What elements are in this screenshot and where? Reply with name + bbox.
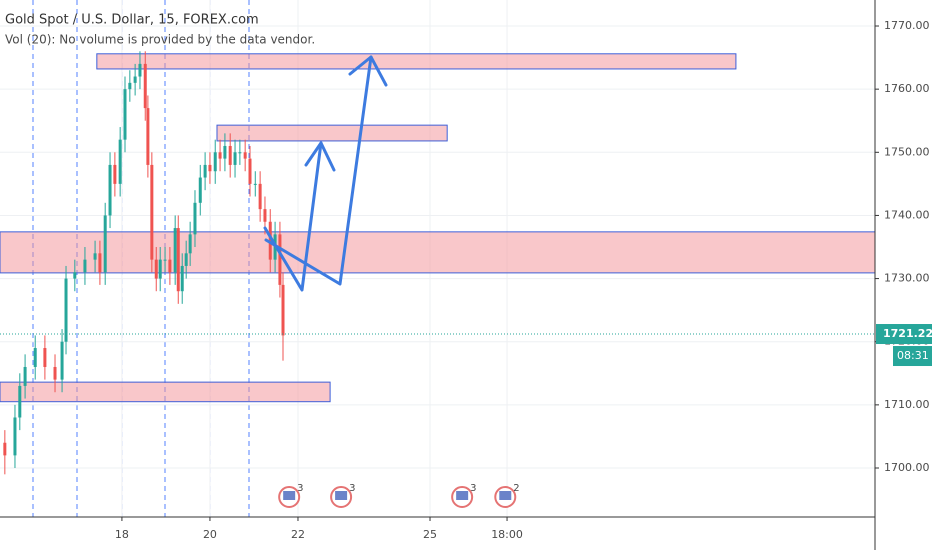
event-count: 3 bbox=[349, 483, 355, 494]
last-price-label: 1721.22 bbox=[883, 327, 932, 340]
candle-body bbox=[3, 442, 7, 456]
candle-body bbox=[123, 89, 127, 140]
candle-body bbox=[128, 82, 132, 90]
y-tick-label: 1750.00 bbox=[884, 145, 930, 158]
candle-body bbox=[163, 259, 167, 261]
candle-body bbox=[281, 284, 285, 336]
x-tick-label: 18 bbox=[115, 528, 129, 541]
candle-body bbox=[158, 259, 162, 279]
candle-body bbox=[13, 417, 17, 456]
arrow-head bbox=[304, 141, 336, 172]
arrow bbox=[263, 141, 323, 292]
y-tick-label: 1710.00 bbox=[884, 398, 930, 411]
axes: 1700.001710.001720.001730.001740.001750.… bbox=[0, 19, 932, 541]
candle-body bbox=[33, 348, 37, 367]
event-count: 3 bbox=[297, 483, 303, 494]
candle-body bbox=[143, 63, 147, 109]
candle-body bbox=[98, 253, 102, 273]
x-tick-label: 22 bbox=[291, 528, 305, 541]
y-tick-label: 1700.00 bbox=[884, 461, 930, 474]
x-tick-label: 20 bbox=[203, 528, 217, 541]
candle-body bbox=[223, 145, 227, 159]
candle-body bbox=[93, 253, 97, 260]
arrow bbox=[264, 55, 373, 286]
candle-body bbox=[278, 234, 282, 285]
chart-title: Gold Spot / U.S. Dollar, 15, FOREX.com bbox=[5, 13, 259, 28]
event-flag bbox=[283, 491, 296, 500]
candle-body bbox=[64, 278, 68, 342]
arrow-head bbox=[348, 55, 388, 87]
event-flag bbox=[456, 491, 469, 500]
y-tick-label: 1770.00 bbox=[884, 19, 930, 32]
candle-body bbox=[118, 139, 122, 184]
event-flag bbox=[499, 491, 512, 500]
candle-body bbox=[176, 228, 180, 292]
candle-body bbox=[184, 253, 188, 266]
candle-body bbox=[108, 164, 112, 216]
candle-body bbox=[146, 108, 150, 165]
candle-body bbox=[173, 228, 177, 273]
candle-body bbox=[113, 164, 117, 184]
candle-body bbox=[188, 234, 192, 254]
candle-body bbox=[193, 202, 197, 235]
y-tick-label: 1730.00 bbox=[884, 272, 930, 285]
candle-body bbox=[53, 366, 57, 380]
candle-body bbox=[208, 164, 212, 172]
last-price-box bbox=[876, 324, 932, 345]
event-count: 2 bbox=[513, 483, 519, 494]
candle-body bbox=[228, 145, 232, 165]
zone bbox=[0, 231, 876, 274]
chart-subtitle: Vol (20): No volume is provided by the d… bbox=[5, 33, 315, 47]
event-flag bbox=[335, 491, 348, 500]
candle-body bbox=[83, 259, 87, 273]
candle-body bbox=[18, 385, 22, 418]
candle-body bbox=[154, 259, 158, 279]
candle-body bbox=[263, 209, 267, 222]
countdown-label: 08:31 bbox=[897, 349, 929, 362]
candle-body bbox=[243, 152, 247, 159]
candle-body bbox=[233, 152, 237, 165]
x-tick-label: 25 bbox=[423, 528, 437, 541]
candles bbox=[3, 51, 285, 475]
candle-body bbox=[168, 259, 172, 273]
zones bbox=[0, 53, 876, 403]
zone bbox=[0, 381, 331, 403]
candle-body bbox=[253, 183, 257, 185]
candle-body bbox=[43, 348, 47, 367]
candle-body bbox=[218, 152, 222, 159]
candle-body bbox=[203, 164, 207, 178]
candle-body bbox=[258, 183, 262, 210]
candle-body bbox=[248, 158, 252, 184]
events: 3 3 3 2 bbox=[278, 483, 520, 508]
candle-body bbox=[198, 177, 202, 203]
candle-body bbox=[133, 76, 137, 83]
candle-body bbox=[23, 366, 27, 386]
candle-body bbox=[73, 272, 77, 279]
candle-body bbox=[268, 221, 272, 260]
candle-body bbox=[103, 215, 107, 273]
candle-body bbox=[238, 152, 242, 154]
y-tick-label: 1740.00 bbox=[884, 208, 930, 221]
candle-body bbox=[150, 164, 154, 260]
y-tick-label: 1760.00 bbox=[884, 82, 930, 95]
countdown-box bbox=[893, 346, 932, 367]
x-tick-label: 18:00 bbox=[491, 528, 523, 541]
zone bbox=[96, 53, 737, 70]
event-count: 3 bbox=[470, 483, 476, 494]
candle-body bbox=[180, 265, 184, 292]
zone bbox=[216, 124, 448, 142]
candle-body bbox=[60, 341, 64, 380]
drawing-arrows bbox=[263, 55, 388, 292]
candle-body bbox=[213, 152, 217, 172]
candle-body bbox=[138, 63, 142, 77]
